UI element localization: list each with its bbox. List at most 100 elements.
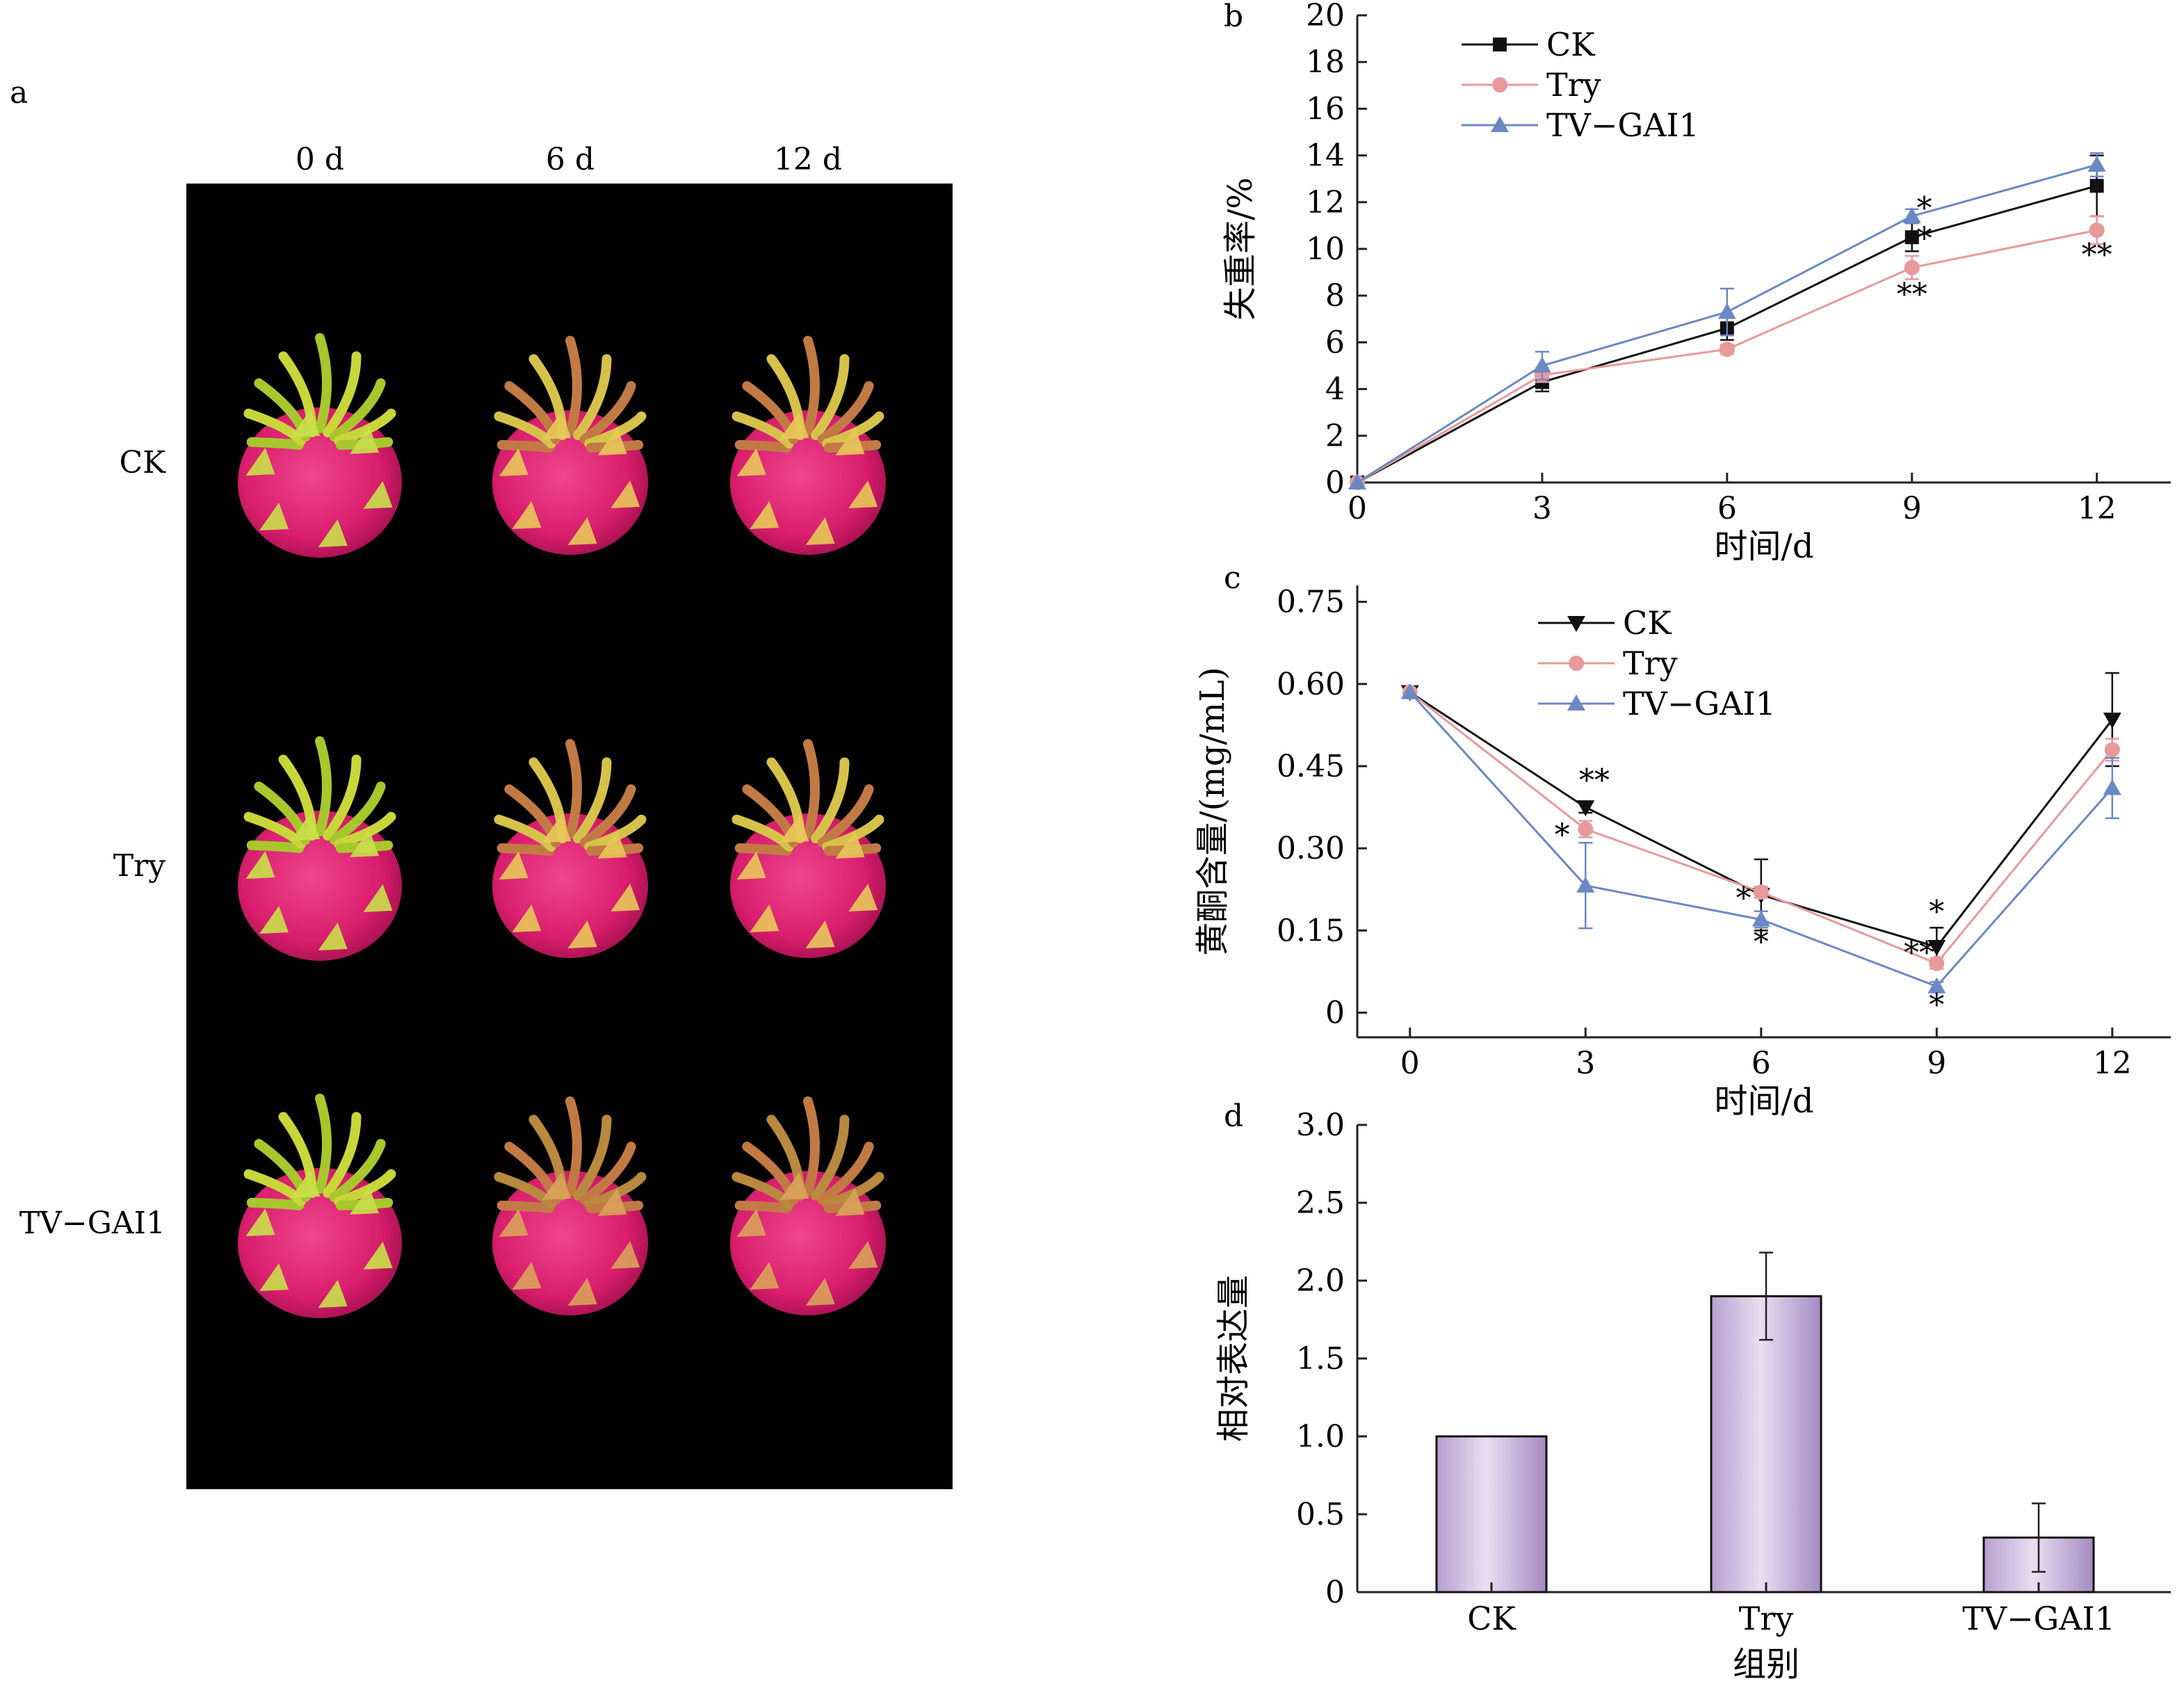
dragon-fruit-image — [492, 739, 648, 958]
x-tick-label: Try — [1739, 1600, 1794, 1637]
legend-label: Try — [1623, 644, 1678, 682]
significance-mark: * — [1754, 925, 1769, 960]
y-tick-label: 12 — [1306, 185, 1345, 220]
x-tick-label: 3 — [1576, 1046, 1595, 1081]
x-tick-label: 3 — [1532, 491, 1552, 526]
panel-c-label: c — [1224, 560, 1241, 596]
x-tick-label: 12 — [2078, 491, 2117, 526]
data-point — [1569, 656, 1584, 671]
y-tick-label: 14 — [1306, 138, 1345, 174]
x-tick-label: 9 — [1902, 491, 1922, 526]
data-point — [1567, 616, 1585, 632]
data-point — [1567, 695, 1585, 711]
dragon-fruit-image — [730, 1096, 886, 1315]
x-axis-label: 组别 — [1733, 1645, 1799, 1684]
bar — [1435, 1435, 1548, 1593]
legend-label: TV−GAI1 — [1623, 685, 1776, 722]
data-point — [1348, 473, 1366, 489]
x-tick-label: TV−GAI1 — [1962, 1600, 2115, 1637]
data-point — [1491, 116, 1509, 132]
dragon-fruit-image — [238, 1094, 402, 1318]
data-point — [2087, 156, 2106, 172]
y-tick-label: 6 — [1325, 325, 1345, 360]
y-tick-label: 0 — [1325, 996, 1345, 1031]
x-tick-label: 6 — [1752, 1046, 1771, 1081]
y-tick-label: 0.75 — [1277, 585, 1345, 620]
y-tick-label: 0 — [1325, 1575, 1345, 1610]
panel-a-label: a — [10, 75, 28, 111]
y-tick-label: 0.5 — [1296, 1497, 1345, 1532]
data-point — [1493, 38, 1507, 51]
panel-a-photo-grid: a 0 d 6 d 12 d CK Try TV−GAI1 — [10, 75, 953, 1489]
data-point — [1578, 821, 1594, 837]
panel-b-label: b — [1224, 0, 1243, 34]
y-tick-label: 10 — [1306, 232, 1345, 267]
significance-mark: * — [1929, 895, 1944, 930]
y-tick-label: 0.60 — [1277, 667, 1345, 702]
series-tv-gai1 — [1348, 152, 2106, 489]
series-try — [1350, 215, 2105, 490]
photo-column-label: 0 d — [296, 142, 344, 177]
significance-mark: * — [1929, 987, 1944, 1023]
significance-mark: ** — [2082, 238, 2112, 273]
legend-label: Try — [1546, 66, 1601, 104]
data-point — [1927, 977, 1946, 994]
panel-c-flavonoid-chart: c 0 0.15 0.30 0.45 0.60 0.75 0 3 6 9 12 时间/d 黄酮含量/(m… — [1193, 560, 2171, 1121]
significance-mark: ** — [1579, 763, 1610, 798]
data-point — [1717, 302, 1736, 319]
significance-mark: * — [1736, 881, 1752, 916]
y-tick-label: 2 — [1325, 419, 1345, 454]
dragon-fruit-image — [238, 736, 402, 961]
y-tick-label: 0 — [1325, 465, 1345, 501]
legend-label: CK — [1546, 26, 1596, 63]
y-tick-label: 4 — [1325, 372, 1345, 407]
photo-row-label: TV−GAI1 — [19, 1206, 165, 1241]
dragon-fruit-image — [238, 333, 402, 558]
significance-mark: * — [1555, 818, 1570, 853]
data-point — [2103, 779, 2121, 795]
x-tick-label: 0 — [1348, 491, 1367, 526]
data-point — [1904, 230, 1919, 245]
data-point — [2103, 713, 2121, 729]
photo-row-label: CK — [119, 445, 166, 480]
significance-mark: * — [1916, 221, 1932, 257]
y-axis-label: 失重率/% — [1221, 177, 1260, 321]
y-tick-label: 20 — [1306, 0, 1345, 33]
significance-mark: * — [1916, 190, 1932, 226]
photo-column-label: 12 d — [774, 142, 842, 177]
y-tick-label: 0.45 — [1277, 749, 1345, 784]
data-point — [2089, 179, 2104, 193]
data-point — [1532, 357, 1551, 373]
dragon-fruit-image — [492, 336, 648, 555]
data-point — [1904, 259, 1920, 275]
dragon-fruit-image — [730, 739, 886, 958]
photo-column-label: 6 d — [546, 142, 594, 177]
data-point — [1902, 206, 1921, 223]
y-tick-label: 16 — [1306, 91, 1345, 127]
y-tick-label: 2.0 — [1296, 1263, 1345, 1299]
data-point — [1927, 940, 1946, 956]
x-axis-label: 时间/d — [1715, 1082, 1814, 1121]
data-point — [1400, 683, 1419, 699]
data-point — [1752, 910, 1770, 927]
data-point — [1576, 800, 1595, 817]
y-axis-label: 相对表达量 — [1214, 1275, 1253, 1442]
x-tick-label: CK — [1467, 1600, 1516, 1637]
y-tick-label: 3.0 — [1296, 1108, 1345, 1143]
panel-b-weight-loss-chart: b 0 2 4 6 8 10 12 14 16 18 20 0 3 6 9 12 时间/d 失重率/% CKTryT… — [1221, 0, 2171, 566]
data-point — [1929, 955, 1945, 971]
photo-row-label: Try — [113, 848, 165, 884]
y-axis-label: 黄酮含量/(mg/mL) — [1193, 667, 1232, 955]
significance-mark: ** — [1904, 936, 1934, 971]
data-point — [1576, 876, 1595, 893]
data-point — [1492, 77, 1507, 92]
x-axis-label: 时间/d — [1715, 527, 1814, 566]
y-tick-label: 18 — [1306, 44, 1345, 80]
y-tick-label: 1.5 — [1296, 1341, 1345, 1377]
legend-label: TV−GAI1 — [1546, 106, 1699, 144]
y-tick-label: 1.0 — [1296, 1419, 1345, 1454]
series-tv-gai1 — [1400, 683, 2121, 994]
